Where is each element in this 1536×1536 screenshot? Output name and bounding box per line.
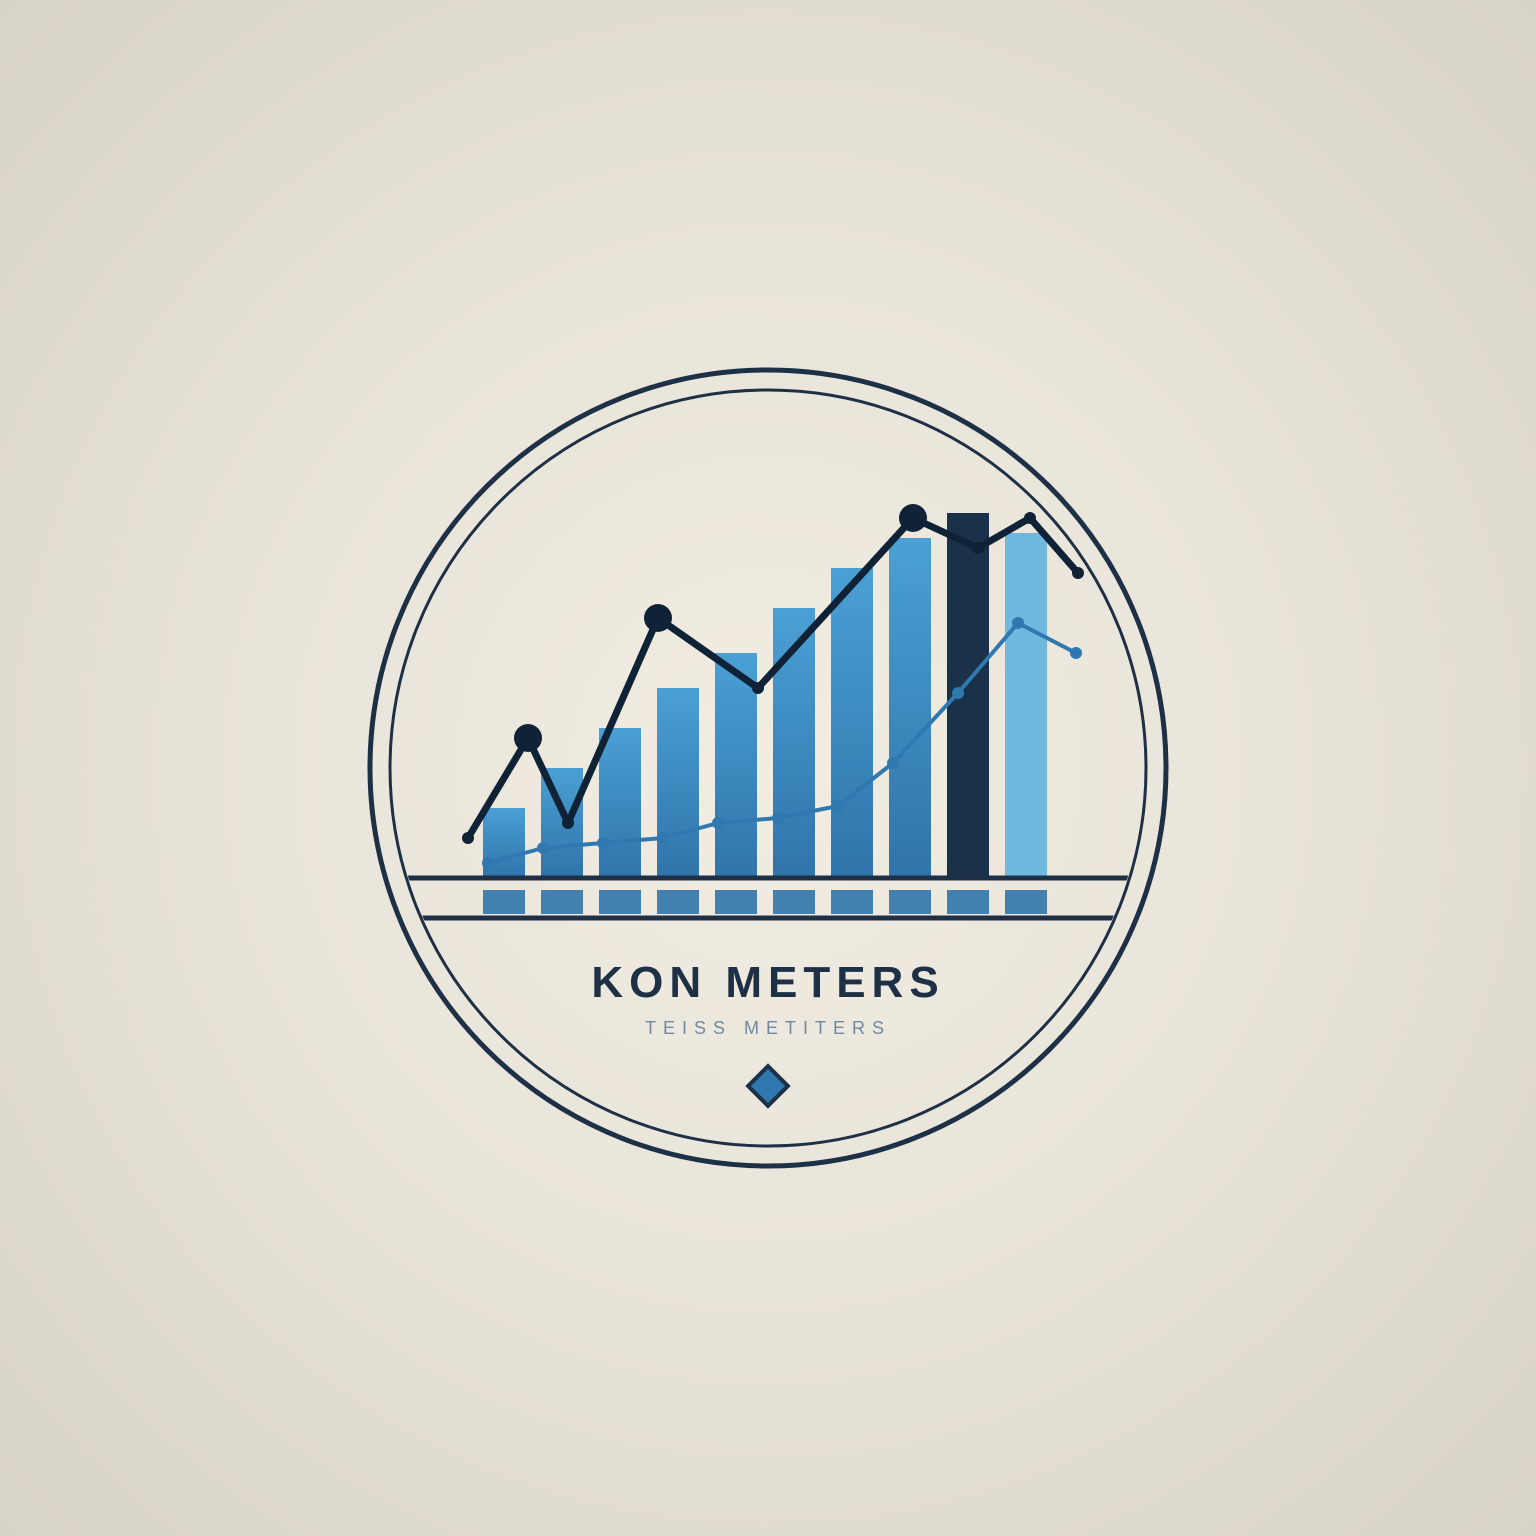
logo-title: KON METERS xyxy=(318,958,1218,1008)
logo-subtitle: TEISS METITERS xyxy=(318,1018,1218,1039)
logo-badge: KON METERS TEISS METITERS xyxy=(318,318,1218,1218)
